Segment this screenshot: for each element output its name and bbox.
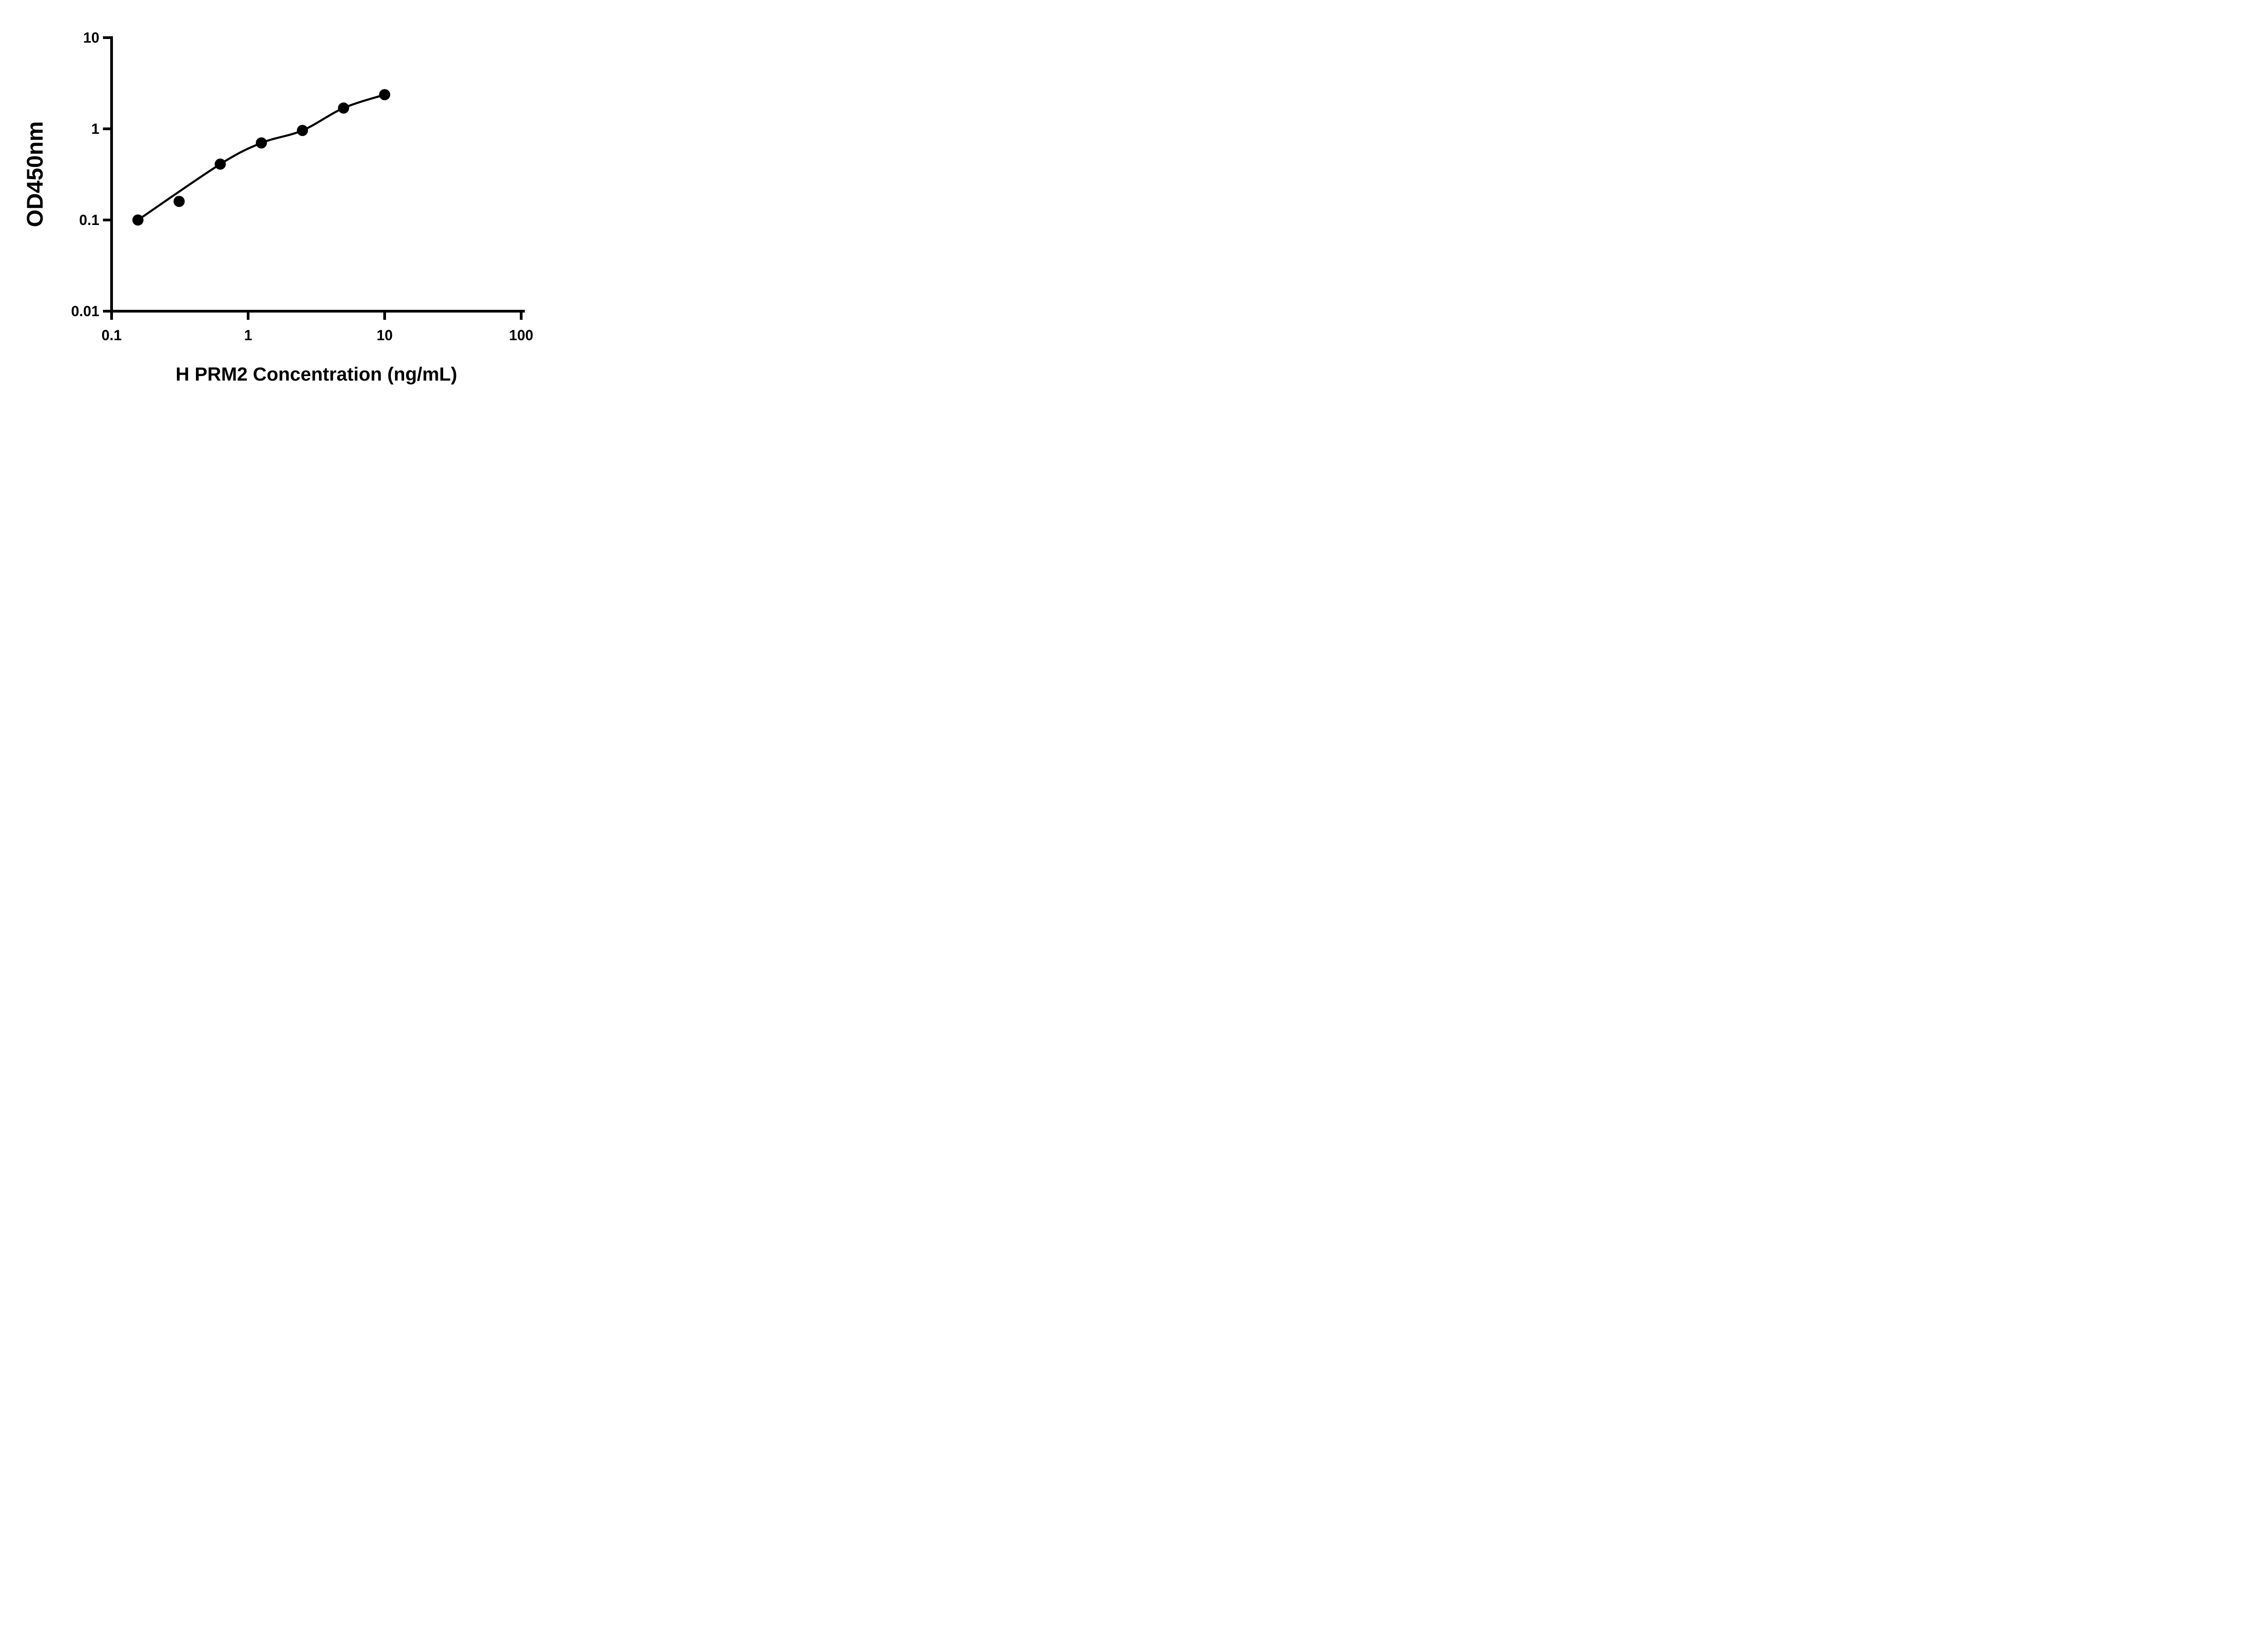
x-tick-label-100: 100 xyxy=(509,327,533,343)
y-tick-label-0.1: 0.1 xyxy=(79,212,99,228)
x-tick-label-1: 1 xyxy=(244,327,252,343)
data-point-0.156 xyxy=(132,214,144,226)
plot-svg xyxy=(103,36,525,320)
data-point-0.3125 xyxy=(173,196,185,207)
x-tick-label-10: 10 xyxy=(376,327,393,343)
y-axis-title: OD450nm xyxy=(22,121,48,227)
x-axis-title: H PRM2 Concentration (ng/mL) xyxy=(176,363,457,385)
data-point-5 xyxy=(338,102,349,114)
y-tick-label-0.01: 0.01 xyxy=(71,303,99,319)
data-point-2.5 xyxy=(297,125,308,136)
data-point-10 xyxy=(379,89,391,100)
elisa-standard-curve-figure: OD450nm H PRM2 Concentration (ng/mL) 10 1… xyxy=(0,0,582,408)
y-tick-label-10: 10 xyxy=(83,29,99,46)
x-tick-label-0.1: 0.1 xyxy=(101,327,122,343)
data-point-1.25 xyxy=(255,137,267,149)
y-tick-label-1: 1 xyxy=(91,121,99,137)
data-point-0.625 xyxy=(215,158,226,170)
